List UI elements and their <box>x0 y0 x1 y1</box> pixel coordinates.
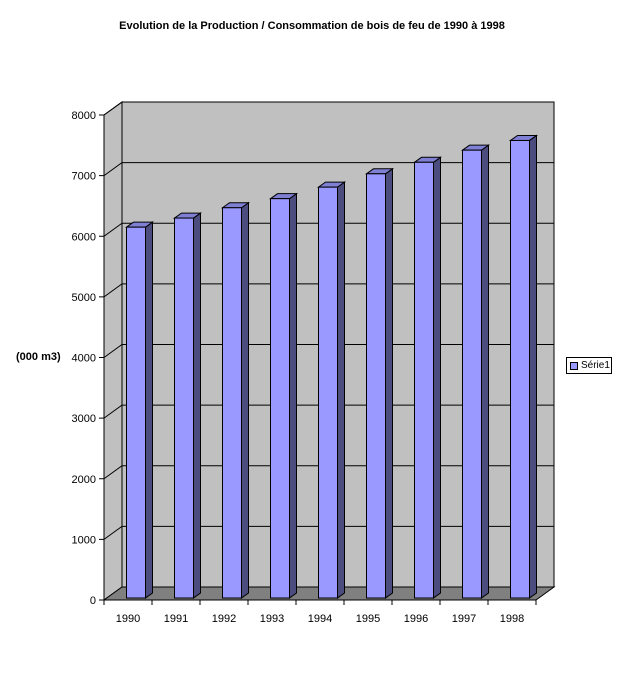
gridline <box>103 283 554 298</box>
legend-swatch-serie1 <box>570 361 578 370</box>
bar-side <box>193 212 201 599</box>
x-tick-label: 1993 <box>260 613 284 625</box>
bar-side <box>289 192 297 599</box>
bar <box>316 181 347 599</box>
y-tick-label: 5000 <box>72 292 96 304</box>
bar-side <box>385 167 393 599</box>
bar-side <box>529 134 537 599</box>
chart-title: Evolution de la Production / Consommatio… <box>119 20 505 32</box>
bar-side <box>481 144 489 599</box>
gridline <box>103 344 554 358</box>
bar-front <box>174 217 194 599</box>
x-tick-label: 1998 <box>500 613 524 625</box>
y-tick-label: 6000 <box>72 231 96 243</box>
bar <box>220 201 251 599</box>
x-tick-label: 1991 <box>164 613 188 625</box>
bar <box>412 156 443 599</box>
gridline <box>103 162 554 177</box>
bar <box>172 212 203 599</box>
bar-front <box>126 226 146 599</box>
y-tick-label: 3000 <box>72 413 96 425</box>
x-tick-label: 1997 <box>452 613 476 625</box>
gridline <box>103 222 554 237</box>
x-tick-label: 1994 <box>308 613 332 625</box>
bar-side <box>145 221 153 599</box>
bar-front <box>414 161 434 599</box>
y-axis-label: (000 m3) <box>16 351 61 363</box>
legend-label-serie1: Série1 <box>581 360 610 371</box>
bar-front <box>270 198 290 599</box>
bar-front <box>222 207 242 599</box>
bar-front <box>318 186 338 599</box>
gridline <box>103 101 554 116</box>
bar-side <box>337 181 345 599</box>
bar-front <box>366 173 386 599</box>
bar <box>124 221 155 599</box>
bar <box>268 192 299 599</box>
y-tick-label: 0 <box>90 595 96 607</box>
x-tick-label: 1990 <box>116 613 140 625</box>
bar <box>508 134 539 599</box>
gridline <box>103 465 554 480</box>
gridline <box>103 404 554 419</box>
gridline <box>103 525 554 540</box>
x-tick-label: 1995 <box>356 613 380 625</box>
legend: Série1 <box>566 357 612 374</box>
bar-front <box>510 139 530 599</box>
y-tick-label: 7000 <box>72 171 96 183</box>
y-tick-label: 4000 <box>72 353 96 365</box>
bar <box>364 167 395 599</box>
bar-side <box>433 156 441 599</box>
y-tick-label: 2000 <box>72 474 96 486</box>
y-tick-label: 1000 <box>72 534 96 546</box>
bar-side <box>241 201 249 599</box>
x-tick-label: 1996 <box>404 613 428 625</box>
x-tick-label: 1992 <box>212 613 236 625</box>
y-tick-label: 8000 <box>72 110 96 122</box>
bar <box>460 144 491 599</box>
bar-front <box>462 149 482 599</box>
